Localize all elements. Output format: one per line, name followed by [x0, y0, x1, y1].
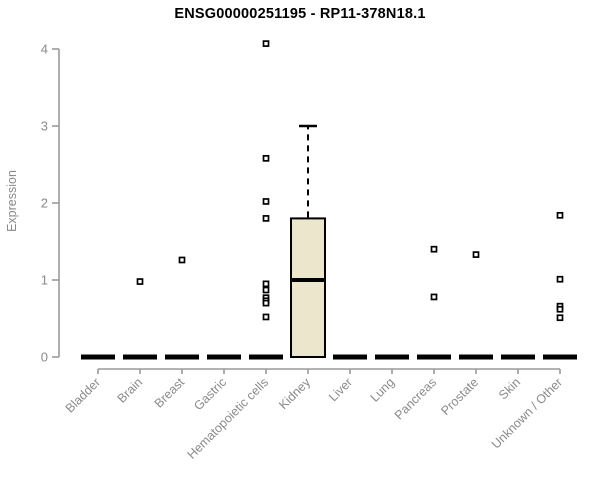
outlier-point-unknown-other: [556, 275, 564, 283]
outlier-point-hematopoietic-cells: [262, 40, 270, 47]
outlier-point-hematopoietic-cells: [262, 280, 270, 288]
x-tick-label-brain: Brain: [115, 375, 146, 406]
boxplot-box-kidney: [290, 217, 326, 358]
chart-title: ENSG00000251195 - RP11-378N18.1: [174, 6, 426, 22]
outlier-point-hematopoietic-cells: [262, 154, 270, 162]
y-tick-label-4: 4: [41, 42, 48, 57]
y-tick-label-1: 1: [41, 273, 48, 288]
x-tick-label-hematopoietic-cells: Hematopoietic cells: [185, 375, 272, 462]
y-tick-label-0: 0: [41, 350, 48, 365]
outlier-point-breast: [178, 256, 186, 264]
outlier-point-hematopoietic-cells: [262, 215, 270, 222]
boxplot-flat-pancreas: [417, 354, 451, 360]
x-tick-label-kidney: Kidney: [276, 375, 313, 412]
outlier-point-hematopoietic-cells: [262, 198, 270, 205]
outlier-point-hematopoietic-cells: [262, 286, 270, 294]
boxplot-flat-prostate: [459, 354, 493, 360]
y-tick-label-2: 2: [41, 196, 48, 211]
boxplot-flat-gastric: [207, 354, 241, 360]
boxplot-flat-liver: [333, 354, 367, 360]
outlier-point-brain: [136, 278, 144, 285]
outlier-point-hematopoietic-cells: [262, 313, 270, 321]
x-tick-label-bladder: Bladder: [63, 375, 103, 415]
outlier-point-unknown-other: [556, 211, 564, 219]
boxplot-flat-breast: [165, 354, 199, 360]
x-tick-label-liver: Liver: [326, 375, 355, 404]
outlier-point-prostate: [472, 251, 480, 258]
boxplot-flat-brain: [123, 354, 157, 360]
x-tick-label-prostate: Prostate: [438, 375, 481, 418]
x-tick-label-pancreas: Pancreas: [392, 375, 439, 422]
outlier-point-hematopoietic-cells: [262, 299, 270, 307]
boxplot-flat-bladder: [81, 354, 115, 360]
x-tick-label-breast: Breast: [152, 375, 188, 411]
y-tick-label-3: 3: [41, 119, 48, 134]
x-tick-label-lung: Lung: [368, 375, 398, 405]
outlier-point-unknown-other: [556, 314, 564, 322]
boxplot-flat-hematopoietic-cells: [249, 354, 283, 360]
boxplot-flat-unknown-other: [543, 354, 577, 360]
x-tick-label-skin: Skin: [496, 375, 523, 402]
boxplot-flat-lung: [375, 354, 409, 360]
x-tick-label-unknown-other: Unknown / Other: [489, 375, 565, 451]
outlier-point-unknown-other: [556, 305, 564, 313]
outlier-point-pancreas: [430, 293, 438, 301]
outlier-point-pancreas: [430, 245, 438, 253]
x-tick-label-gastric: Gastric: [191, 375, 229, 413]
boxplot-flat-skin: [501, 354, 535, 360]
